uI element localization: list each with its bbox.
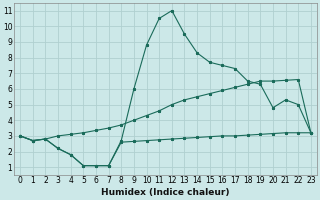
X-axis label: Humidex (Indice chaleur): Humidex (Indice chaleur)	[101, 188, 230, 197]
